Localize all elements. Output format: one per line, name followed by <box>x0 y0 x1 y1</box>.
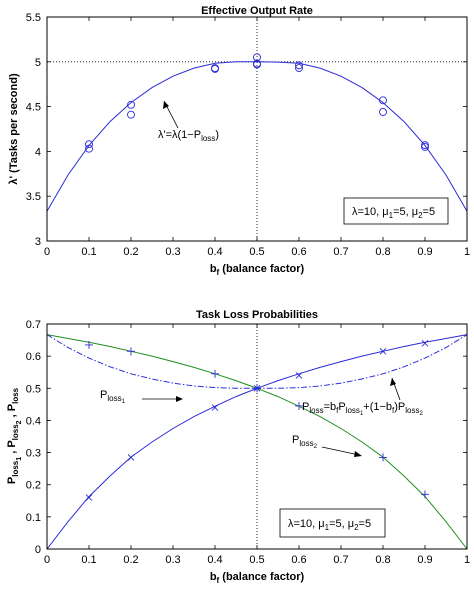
chart2-y-tick-label: 0.6 <box>26 351 41 363</box>
chart2-ploss1-sim-point <box>421 339 429 347</box>
chart2-ploss-annotation: Ploss=bfPloss1+(1−bf)Ploss2 <box>302 377 424 417</box>
chart1-sim-point <box>85 140 93 149</box>
chart1-theory-line <box>46 61 468 212</box>
chart1-y-tick-label: 5.5 <box>26 12 41 24</box>
effective-output-rate-chart: Effective Output Rate 0 0.1 0.2 0.3 0.4 0.5 0.… <box>8 5 470 277</box>
chart1-x-axis-label: bf (balance factor) <box>210 263 305 277</box>
chart2-points <box>85 339 429 501</box>
chart2-x-tick-label: 0.2 <box>123 554 138 566</box>
chart1-title: Effective Output Rate <box>201 5 313 17</box>
chart2-title: Task Loss Probabilities <box>196 309 318 321</box>
chart1-sim-point <box>295 64 303 73</box>
chart1-x-tick-label: 0 <box>44 246 50 258</box>
chart1-y-tick-label: 3.5 <box>26 191 41 203</box>
chart2-ploss2-label: Ploss2 <box>292 434 318 450</box>
chart1-sim-point <box>253 59 261 68</box>
chart2-ploss2-sim-point <box>85 340 93 349</box>
task-loss-probabilities-chart: Task Loss Probabilities 0 0.1 0.2 0.3 0.4 0.5… <box>6 309 470 585</box>
chart2-ploss2-annotation: Ploss2 <box>292 434 362 457</box>
chart1-sim-point <box>421 142 429 151</box>
chart2-x-tick-label: 0.1 <box>81 554 96 566</box>
chart2-y-tick-label: 0.3 <box>26 448 41 460</box>
chart1-x-tick-label: 0.5 <box>249 246 264 258</box>
chart1-sim-point <box>85 144 93 153</box>
chart2-x-tick-label: 1 <box>464 554 470 566</box>
chart1-y-ticks: 3 3.5 4 4.5 5 5.5 <box>26 12 467 248</box>
chart1-x-tick-label: 0.9 <box>417 246 432 258</box>
chart2-y-tick-label: 0 <box>35 544 41 556</box>
chart1-sim-point <box>211 65 219 73</box>
chart1-sim-point <box>295 61 303 70</box>
chart1-x-tick-label: 0.4 <box>207 246 222 258</box>
chart2-y-axis-label: Ploss1 , Ploss2 , Ploss <box>6 387 23 484</box>
chart1-x-ticks: 0 0.1 0.2 0.3 0.4 0.5 0.6 0.7 0.8 0.9 1 <box>44 17 470 258</box>
chart1-y-tick-label: 3 <box>35 236 41 248</box>
chart1-sim-point <box>127 100 135 109</box>
chart2-ploss2-sim-point <box>295 401 303 410</box>
chart1-curve <box>46 61 468 212</box>
chart1-x-tick-label: 1 <box>464 246 470 258</box>
chart1-points <box>85 53 429 153</box>
svg-text:λ=10, μ1=5, μ2=5: λ=10, μ1=5, μ2=5 <box>352 206 435 220</box>
chart2-x-tick-label: 0.4 <box>207 554 222 566</box>
chart2-ploss1-sim-point <box>211 404 219 411</box>
chart1-y-tick-label: 4.5 <box>26 102 41 114</box>
chart2-ploss1-sim-point <box>295 372 303 379</box>
chart2-ploss1-sim-point <box>379 348 387 355</box>
chart1-sim-point <box>127 110 135 119</box>
chart2-y-tick-label: 0.4 <box>26 415 41 427</box>
chart1-parameter-box: λ=10, μ1=5, μ2=5 <box>343 197 449 225</box>
chart2-ploss1-sim-point <box>85 494 93 501</box>
chart2-ploss1-annotation: Ploss1 <box>100 389 183 405</box>
svg-text:λ=10, μ1=5, μ2=5: λ=10, μ1=5, μ2=5 <box>288 518 371 532</box>
chart2-ploss2-sim-point <box>253 384 261 393</box>
chart1-y-axis-label: λ' (Tasks per second) <box>8 73 20 185</box>
chart1-sim-point <box>379 108 387 116</box>
chart2-x-axis-label: bf (balance factor) <box>210 571 305 584</box>
chart1-x-tick-label: 0.3 <box>165 246 180 258</box>
chart2-ploss1-label: Ploss1 <box>100 389 126 405</box>
chart1-x-tick-label: 0.7 <box>333 246 348 258</box>
chart1-x-tick-label: 0.1 <box>81 246 96 258</box>
chart2-y-tick-label: 0.7 <box>26 319 41 331</box>
chart1-x-tick-label: 0.2 <box>123 246 138 258</box>
chart2-x-tick-label: 0.3 <box>165 554 180 566</box>
chart2-x-tick-label: 0.8 <box>375 554 390 566</box>
chart2-x-tick-label: 0.9 <box>417 554 432 566</box>
chart2-y-tick-label: 0.1 <box>26 512 41 524</box>
chart2-x-tick-label: 0 <box>44 554 50 566</box>
chart2-y-ticks: 0 0.1 0.2 0.3 0.4 0.5 0.6 0.7 <box>26 319 467 556</box>
chart2-x-tick-label: 0.5 <box>249 554 264 566</box>
chart2-ploss2-sim-point <box>211 369 219 378</box>
chart2-y-tick-label: 0.5 <box>26 383 41 395</box>
chart1-x-tick-label: 0.8 <box>375 246 390 258</box>
chart2-ploss1-sim-point <box>127 454 135 461</box>
chart1-x-tick-label: 0.6 <box>291 246 306 258</box>
chart2-ploss2-sim-point <box>379 453 387 462</box>
chart1-sim-point <box>379 96 387 105</box>
chart2-ploss-formula: Ploss=bfPloss1+(1−bf)Ploss2 <box>302 401 424 417</box>
chart2-y-tick-label: 0.2 <box>26 480 41 492</box>
chart2-x-ticks: 0 0.1 0.2 0.3 0.4 0.5 0.6 0.7 0.8 0.9 1 <box>44 324 470 566</box>
chart2-ploss2-sim-point <box>127 347 135 356</box>
chart2-ploss2-sim-point <box>421 490 429 499</box>
chart1-formula-annotation: λ'=λ(1−Ploss) <box>158 100 219 143</box>
chart2-x-tick-label: 0.7 <box>333 554 348 566</box>
chart2-x-tick-label: 0.6 <box>291 554 306 566</box>
chart2-parameter-box: λ=10, μ1=5, μ2=5 <box>279 508 386 538</box>
chart1-y-tick-label: 5 <box>35 57 41 69</box>
chart1-y-tick-label: 4 <box>35 146 41 158</box>
chart1-formula-text: λ'=λ(1−Ploss) <box>158 129 219 143</box>
